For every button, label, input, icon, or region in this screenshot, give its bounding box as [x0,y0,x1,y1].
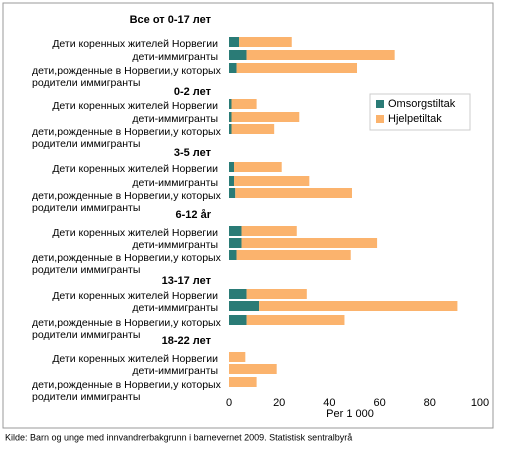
bar-segment [231,99,257,109]
category-label: Дети коренных жителей Норвегии [52,100,218,112]
bar-segment [235,188,352,198]
source: Kilde: Barn og unge med innvandrerbakgru… [5,432,352,442]
category-label: Дети коренных жителей Норвегии [52,163,218,175]
bar-segment [229,226,242,236]
category-label: дети-иммигранты [132,239,218,251]
category-label: дети,рожденные в Норвегии,у которых роди… [32,252,221,276]
category-label: Дети коренных жителей Норвегии [52,353,218,365]
x-tick-label: 60 [373,397,385,409]
bar-segment [236,250,351,260]
bar-segment [229,238,242,248]
bar-segment [246,315,345,325]
x-tick-label: 20 [273,397,285,409]
legend-box [369,93,471,131]
bar-segment [246,50,395,60]
bar-segment [229,188,236,198]
bar-segment [231,112,300,122]
group-label: 0-2 лет [174,86,212,98]
group-label: 6-12 år [176,209,212,221]
category-label: дети-иммигранты [132,113,218,125]
bar-segment [229,50,247,60]
group-label: 18-22 лет [162,335,212,347]
x-tick-label: 40 [323,397,335,409]
x-axis-label: Per 1 000 [326,408,374,420]
category-label: дети-иммигранты [132,302,218,314]
bar-segment [229,37,240,47]
bar-segment [229,63,237,73]
category-label: Дети коренных жителей Норвегии [52,227,218,239]
bar-segment [229,364,277,374]
x-tick-label: 80 [424,397,436,409]
bar-segment [229,250,237,260]
x-tick-label: 100 [471,397,489,409]
bar-segment [229,162,235,172]
category-label: дети-иммигранты [132,177,218,189]
bar-segment [229,352,246,362]
category-label: дети,рожденные в Норвегии,у которых роди… [32,317,221,341]
category-label: дети,рожденные в Норвегии,у которых роди… [32,190,221,214]
bar-segment [259,301,458,311]
bar-segment [229,289,247,299]
x-tick-label: 0 [226,397,232,409]
group-label: Все от 0-17 лет [130,14,212,26]
legend-label: Omsorgstiltak [388,98,456,110]
bar-segment [229,112,232,122]
category-label: дети,рожденные в Норвегии,у которых роди… [32,379,221,403]
bar-segment [234,162,282,172]
bar-segment [229,176,235,186]
bar-segment [231,124,275,134]
bar-segment [241,226,297,236]
bar-segment [241,238,378,248]
category-label: Дети коренных жителей Норвегии [52,290,218,302]
bar-segment [229,99,232,109]
frame [2,2,494,429]
category-label: Дети коренных жителей Норвегии [52,38,218,50]
legend-swatch [376,115,384,123]
bar-segment [229,377,257,387]
bar-segment [246,289,307,299]
bar-segment [236,63,358,73]
category-label: дети-иммигранты [132,365,218,377]
legend-label: Hjelpetiltak [388,113,442,125]
bar-segment [229,301,260,311]
group-label: 3-5 лет [174,147,212,159]
bar-segment [234,176,310,186]
legend-swatch [376,100,384,108]
category-label: дети,рожденные в Норвегии,у которых роди… [32,126,221,150]
bar-segment [239,37,292,47]
category-label: дети-иммигранты [132,51,218,63]
bar-segment [229,124,232,134]
bar-segment [229,315,247,325]
group-label: 13-17 лет [162,275,212,287]
category-label: дети,рожденные в Норвегии,у которых роди… [32,65,221,89]
